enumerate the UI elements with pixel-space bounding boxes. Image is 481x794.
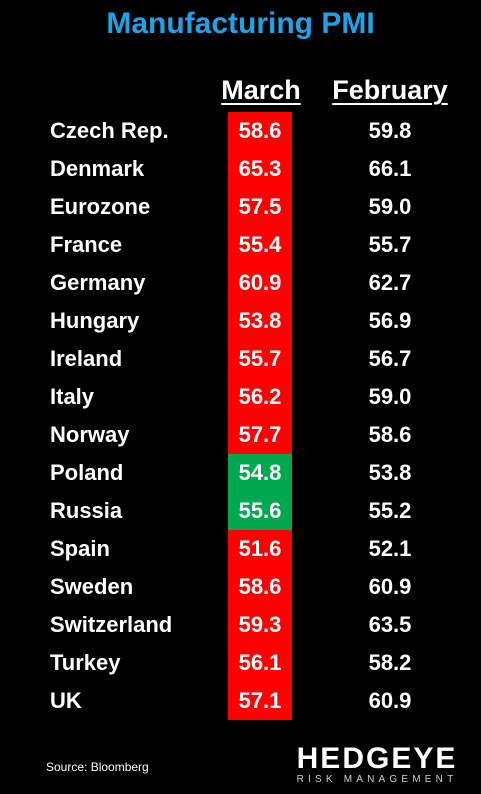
country-label: Hungary xyxy=(50,308,140,333)
table-row: Russia 55.6 55.2 xyxy=(0,492,481,530)
table-row: Italy 56.2 59.0 xyxy=(0,378,481,416)
pmi-table: Czech Rep. 58.6 59.8 Denmark 65.3 66.1 Eurozon… xyxy=(0,112,481,720)
march-value: 59.3 xyxy=(228,606,292,644)
march-value: 54.8 xyxy=(228,454,292,492)
table-row: Ireland 55.7 56.7 xyxy=(0,340,481,378)
february-value: 63.5 xyxy=(368,612,412,637)
march-value: 60.9 xyxy=(228,264,292,302)
logo-tagline: RISK MANAGEMENT xyxy=(296,774,458,785)
table-row: Spain 51.6 52.1 xyxy=(0,530,481,568)
logo-wordmark: HEDGEYE xyxy=(296,742,458,775)
march-value: 65.3 xyxy=(228,150,292,188)
country-label: UK xyxy=(50,688,82,713)
table-row: Germany 60.9 62.7 xyxy=(0,264,481,302)
february-value: 58.6 xyxy=(368,422,412,447)
table-row: Hungary 53.8 56.9 xyxy=(0,302,481,340)
country-label: France xyxy=(50,232,123,257)
country-label: Italy xyxy=(50,384,95,409)
march-value: 55.6 xyxy=(228,492,292,530)
february-value: 66.1 xyxy=(368,156,412,181)
country-label: Denmark xyxy=(50,156,145,181)
february-value: 55.2 xyxy=(368,498,412,523)
february-value: 59.0 xyxy=(368,194,412,219)
country-label: Czech Rep. xyxy=(50,118,169,143)
march-value: 56.1 xyxy=(228,644,292,682)
country-label: Poland xyxy=(50,460,124,485)
table-row: Norway 57.7 58.6 xyxy=(0,416,481,454)
february-value: 60.9 xyxy=(368,688,412,713)
table-row: France 55.4 55.7 xyxy=(0,226,481,264)
march-value: 55.7 xyxy=(228,340,292,378)
source-note: Source: Bloomberg xyxy=(46,760,149,774)
table-row: Eurozone 57.5 59.0 xyxy=(0,188,481,226)
country-label: Eurozone xyxy=(50,194,151,219)
table-row: Czech Rep. 58.6 59.8 xyxy=(0,112,481,150)
table-row: UK 57.1 60.9 xyxy=(0,682,481,720)
country-label: Germany xyxy=(50,270,146,295)
table-row: Switzerland 59.3 63.5 xyxy=(0,606,481,644)
february-value: 59.8 xyxy=(368,118,412,143)
country-label: Turkey xyxy=(50,650,121,675)
country-label: Russia xyxy=(50,498,123,523)
february-value: 58.2 xyxy=(368,650,412,675)
table-row: Turkey 56.1 58.2 xyxy=(0,644,481,682)
country-label: Sweden xyxy=(50,574,134,599)
february-value: 56.9 xyxy=(368,308,412,333)
column-header-march: March xyxy=(221,75,301,105)
february-value: 59.0 xyxy=(368,384,412,409)
february-value: 56.7 xyxy=(368,346,412,371)
march-value: 56.2 xyxy=(228,378,292,416)
march-value: 57.1 xyxy=(228,682,292,720)
table-row: Sweden 58.6 60.9 xyxy=(0,568,481,606)
country-label: Spain xyxy=(50,536,110,561)
column-header-february: February xyxy=(332,75,448,105)
table-row: Poland 54.8 53.8 xyxy=(0,454,481,492)
march-value: 58.6 xyxy=(228,568,292,606)
february-value: 55.7 xyxy=(368,232,412,257)
march-value: 57.5 xyxy=(228,188,292,226)
table-row: Denmark 65.3 66.1 xyxy=(0,150,481,188)
hedgeye-logo: HEDGEYE RISK MANAGEMENT xyxy=(282,744,472,786)
march-value: 53.8 xyxy=(228,302,292,340)
march-value: 51.6 xyxy=(228,530,292,568)
march-value: 57.7 xyxy=(228,416,292,454)
february-value: 53.8 xyxy=(368,460,412,485)
february-value: 52.1 xyxy=(368,536,412,561)
country-label: Norway xyxy=(50,422,130,447)
chart-title: Manufacturing PMI xyxy=(106,7,375,40)
february-value: 60.9 xyxy=(368,574,412,599)
country-label: Switzerland xyxy=(50,612,173,637)
country-label: Ireland xyxy=(50,346,123,371)
march-value: 55.4 xyxy=(228,226,292,264)
march-value: 58.6 xyxy=(228,112,292,150)
february-value: 62.7 xyxy=(368,270,412,295)
